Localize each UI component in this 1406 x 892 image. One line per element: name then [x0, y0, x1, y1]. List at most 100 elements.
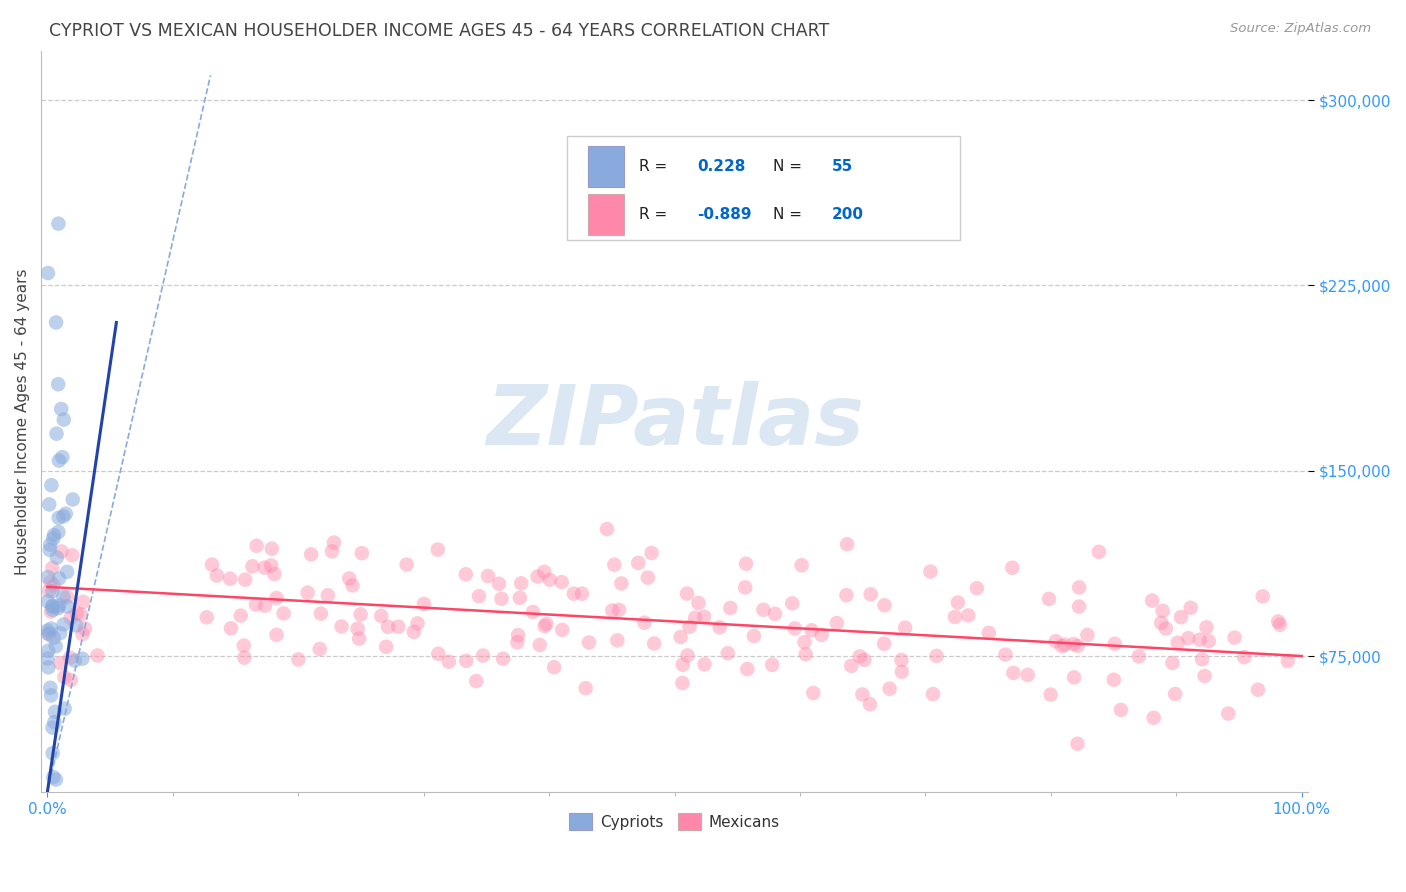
Y-axis label: Householder Income Ages 45 - 64 years: Householder Income Ages 45 - 64 years — [15, 268, 30, 574]
Point — [38, 583, 60, 598]
Point — [73, 622, 96, 636]
Point — [299, 547, 322, 561]
Point — [671, 676, 693, 690]
Point — [45, 550, 67, 565]
Text: ZIPatlas: ZIPatlas — [485, 381, 863, 462]
Point — [763, 607, 786, 621]
Point — [349, 607, 371, 622]
Point — [342, 578, 364, 592]
Point — [693, 609, 716, 624]
Point — [1277, 654, 1299, 668]
Point — [488, 577, 510, 591]
Point — [508, 628, 530, 642]
Point — [37, 570, 59, 584]
Point — [578, 635, 600, 649]
Point — [48, 571, 70, 585]
Point — [1198, 634, 1220, 648]
Point — [957, 608, 980, 623]
Point — [477, 569, 499, 583]
Point — [925, 648, 948, 663]
Point — [39, 681, 62, 695]
Point — [526, 569, 548, 583]
Point — [245, 598, 267, 612]
Point — [51, 544, 73, 558]
Point — [1063, 670, 1085, 684]
Point — [437, 655, 460, 669]
Text: 55: 55 — [832, 159, 853, 174]
Point — [1045, 634, 1067, 648]
Text: Source: ZipAtlas.com: Source: ZipAtlas.com — [1230, 22, 1371, 36]
Point — [253, 560, 276, 574]
Point — [683, 610, 706, 624]
Point — [859, 587, 882, 601]
Point — [37, 626, 59, 640]
Point — [229, 608, 252, 623]
Point — [39, 605, 62, 619]
FancyBboxPatch shape — [589, 194, 624, 235]
Point — [468, 589, 491, 603]
Point — [38, 627, 60, 641]
Point — [41, 746, 63, 760]
Point — [41, 478, 63, 492]
Point — [522, 605, 544, 619]
Text: R =: R = — [640, 207, 678, 222]
Point — [752, 603, 775, 617]
Point — [1170, 610, 1192, 624]
Point — [70, 607, 93, 622]
Point — [509, 591, 531, 605]
Point — [1268, 617, 1291, 632]
FancyBboxPatch shape — [567, 136, 960, 240]
Point — [51, 450, 73, 464]
FancyBboxPatch shape — [589, 146, 624, 187]
Text: 200: 200 — [832, 207, 863, 222]
Point — [810, 628, 832, 642]
Point — [321, 544, 343, 558]
Point — [873, 637, 896, 651]
Point — [717, 646, 740, 660]
Point — [607, 603, 630, 617]
Point — [734, 581, 756, 595]
Point — [848, 649, 870, 664]
Point — [966, 581, 988, 595]
Point — [492, 651, 515, 665]
Point — [575, 681, 598, 695]
Point — [678, 620, 700, 634]
Point — [793, 635, 815, 649]
Point — [413, 597, 436, 611]
Point — [72, 651, 94, 665]
Point — [790, 558, 813, 573]
Point — [377, 620, 399, 634]
Point — [316, 588, 339, 602]
Point — [1267, 615, 1289, 629]
Point — [42, 770, 65, 784]
Point — [672, 657, 695, 672]
Point — [735, 557, 758, 571]
Point — [550, 575, 572, 590]
Point — [688, 596, 710, 610]
Point — [233, 573, 256, 587]
Point — [53, 701, 76, 715]
Point — [536, 617, 558, 632]
Point — [48, 511, 70, 525]
Point — [232, 639, 254, 653]
Point — [742, 629, 765, 643]
Point — [1195, 620, 1218, 634]
Point — [337, 572, 360, 586]
Point — [510, 576, 533, 591]
Point — [571, 587, 593, 601]
Point — [287, 652, 309, 666]
Legend: Cypriots, Mexicans: Cypriots, Mexicans — [562, 807, 786, 836]
Point — [533, 619, 555, 633]
Point — [801, 686, 824, 700]
Point — [246, 539, 269, 553]
Point — [853, 653, 876, 667]
Point — [41, 561, 63, 575]
Point — [1053, 638, 1076, 652]
Point — [640, 546, 662, 560]
Point — [1066, 639, 1088, 653]
Point — [1223, 631, 1246, 645]
Point — [402, 624, 425, 639]
Point — [44, 715, 66, 730]
Point — [42, 532, 65, 546]
Point — [72, 595, 94, 609]
